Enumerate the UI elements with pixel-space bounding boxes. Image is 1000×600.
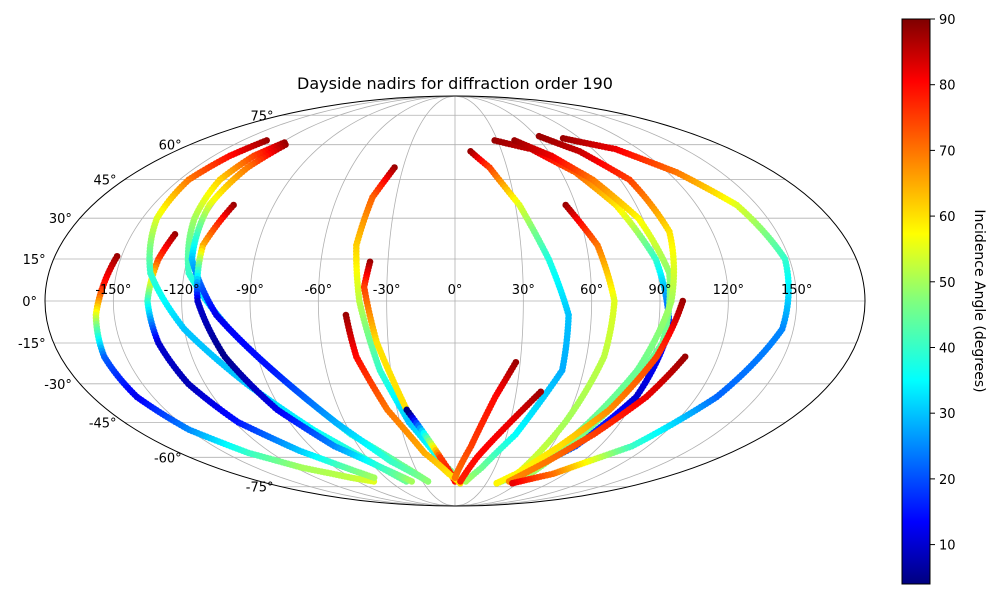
chart-title: Dayside nadirs for diffraction order 190 — [297, 74, 613, 93]
colorbar-tick-label: 40 — [939, 341, 956, 356]
lon-gridline — [454, 96, 798, 506]
data-point — [370, 474, 378, 481]
lat-tick-label: -60° — [154, 451, 182, 466]
lon-tick-label: 60° — [580, 283, 603, 298]
data-point — [408, 478, 416, 485]
lon-gridline — [112, 96, 456, 506]
colorbar-tick-label: 20 — [939, 473, 956, 488]
data-point — [493, 479, 501, 487]
latitude-labels: 75° 60° 45° 30° 15° 0° -15° -30° -45° -60° -75° — [18, 109, 274, 495]
lon-gridline — [454, 96, 729, 506]
lon-gridline — [386, 96, 456, 506]
colorbar-tick-label: 60 — [939, 210, 956, 225]
data-point — [509, 479, 516, 487]
lon-tick-label: 120° — [713, 283, 744, 298]
map-boundary — [44, 95, 866, 507]
lon-tick-label: 30° — [512, 283, 535, 298]
lon-tick-label: -120° — [164, 283, 200, 298]
colorbar-gradient — [901, 18, 931, 585]
lat-tick-label: 60° — [159, 139, 182, 154]
colorbar-tick-label: 80 — [939, 79, 956, 94]
lon-tick-label: 90° — [648, 283, 671, 298]
lat-tick-label: 15° — [23, 253, 46, 268]
data-point — [451, 474, 459, 481]
lat-tick-label: 45° — [94, 174, 117, 189]
data-points — [92, 132, 792, 487]
lat-tick-label: -30° — [44, 378, 72, 393]
lon-tick-label: -60° — [304, 283, 332, 298]
colorbar-tick-label: 50 — [939, 276, 956, 291]
data-point — [457, 478, 464, 485]
lat-tick-label: 30° — [49, 212, 72, 227]
colorbar: 10 20 30 40 50 60 70 80 90 Incidence Angle (degr… — [901, 13, 987, 585]
lat-tick-label: -45° — [89, 416, 117, 431]
colorbar-label: Incidence Angle (degrees) — [971, 209, 987, 392]
data-point — [424, 478, 432, 485]
lon-tick-label: -150° — [95, 283, 131, 298]
colorbar-tick-label: 10 — [939, 539, 956, 554]
lon-tick-label: -90° — [236, 283, 264, 298]
colorbar-tick-label: 70 — [939, 144, 956, 159]
lat-tick-label: 75° — [250, 109, 273, 124]
lat-tick-label: -15° — [18, 337, 46, 352]
colorbar-tick-label: 90 — [939, 13, 956, 28]
lat-tick-label: -75° — [246, 481, 274, 496]
longitude-labels: -150° -120° -90° -60° -30° 0° 30° 60° 90° 120° 150… — [95, 283, 812, 298]
colorbar-ticks: 10 20 30 40 50 60 70 80 90 — [930, 13, 956, 554]
lon-tick-label: 150° — [781, 283, 812, 298]
colorbar-tick-label: 30 — [939, 407, 956, 422]
lon-tick-label: 0° — [448, 283, 463, 298]
lat-tick-label: 0° — [22, 295, 37, 310]
lon-tick-label: -30° — [373, 283, 401, 298]
